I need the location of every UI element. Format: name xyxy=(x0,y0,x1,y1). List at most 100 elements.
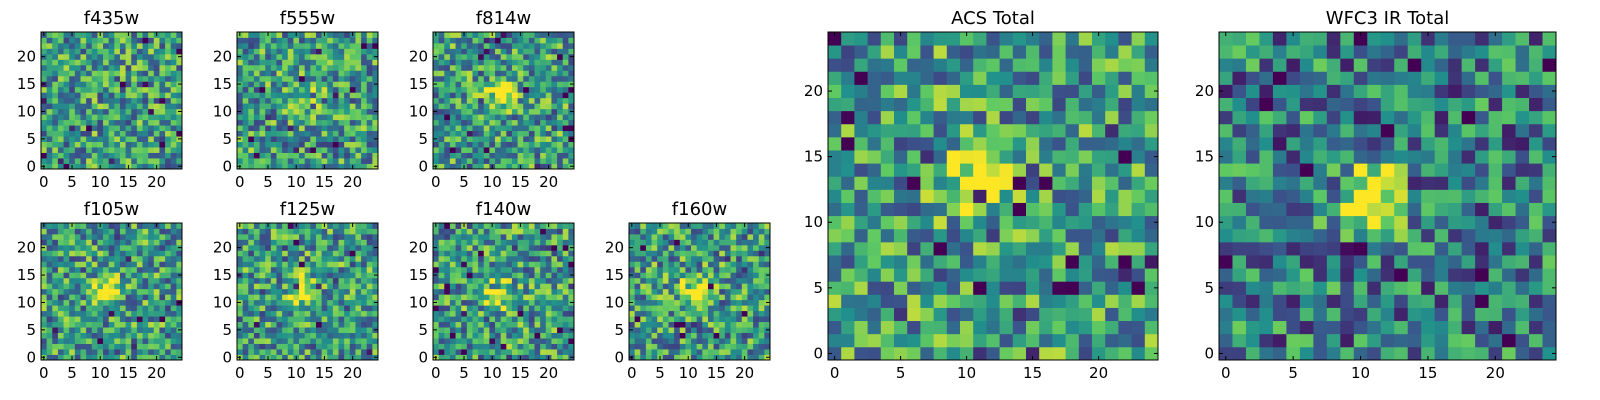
heatmap-cell xyxy=(489,81,496,88)
heatmap-cell xyxy=(153,75,160,82)
heatmap-cell xyxy=(534,244,541,251)
heatmap-cell xyxy=(657,327,664,333)
heatmap-cell xyxy=(472,255,479,262)
heatmap-cell xyxy=(265,125,272,132)
heatmap-cell xyxy=(270,228,277,235)
heatmap-cell xyxy=(366,266,373,273)
heatmap-cell xyxy=(1118,346,1132,361)
heatmap-cell xyxy=(136,239,143,246)
heatmap-cell xyxy=(159,81,166,88)
heatmap-cell xyxy=(361,152,368,159)
heatmap-cell xyxy=(1092,241,1106,256)
heatmap-cell xyxy=(136,130,143,137)
heatmap-cell xyxy=(315,239,322,246)
heatmap-cell xyxy=(894,281,908,295)
heatmap-cell xyxy=(640,332,647,339)
heatmap-cell xyxy=(170,288,177,295)
heatmap-cell xyxy=(634,338,641,344)
heatmap-cell xyxy=(528,332,535,339)
heatmap-cell xyxy=(523,233,530,240)
heatmap-cell xyxy=(293,299,300,306)
heatmap-cell xyxy=(282,266,289,273)
heatmap-cell xyxy=(142,97,149,104)
heatmap-cell xyxy=(103,327,110,333)
heatmap-cell xyxy=(57,53,64,60)
heatmap-cell xyxy=(159,130,166,137)
heatmap-cell xyxy=(299,316,306,323)
heatmap-cell xyxy=(691,233,698,240)
heatmap-cell xyxy=(557,299,564,306)
heatmap-cell xyxy=(946,320,961,335)
heatmap-cell xyxy=(91,277,98,284)
heatmap-cell xyxy=(248,37,255,44)
heatmap-cell xyxy=(69,272,76,279)
heatmap-cell xyxy=(344,338,351,344)
heatmap-cell xyxy=(557,327,564,333)
heatmap-cell xyxy=(103,64,110,71)
heatmap-cell xyxy=(685,305,692,312)
heatmap-cell xyxy=(444,305,451,312)
heatmap-cell xyxy=(259,354,266,361)
heatmap-cell xyxy=(478,75,485,82)
heatmap-cell xyxy=(304,310,311,317)
heatmap-cell xyxy=(108,233,115,240)
heatmap-cell xyxy=(668,228,675,235)
heatmap-cell xyxy=(338,92,345,99)
heatmap-cell xyxy=(142,349,149,355)
heatmap-cell xyxy=(736,283,743,290)
heatmap-cell xyxy=(315,283,322,290)
heatmap-cell xyxy=(63,152,70,159)
heatmap-cell xyxy=(707,266,714,273)
heatmap-cell xyxy=(242,163,249,170)
heatmap-cell xyxy=(433,125,440,132)
heatmap-cell xyxy=(338,130,345,137)
heatmap-cell xyxy=(534,327,541,333)
heatmap-cell xyxy=(237,147,244,153)
heatmap-cell xyxy=(332,163,339,170)
heatmap-cell xyxy=(562,228,569,235)
heatmap-cell xyxy=(528,354,535,361)
heatmap-cell xyxy=(483,97,490,104)
heatmap-cell xyxy=(265,59,272,66)
heatmap-cell xyxy=(679,228,686,235)
heatmap-cell xyxy=(259,239,266,246)
heatmap-cell xyxy=(702,277,709,284)
heatmap-cell xyxy=(131,152,138,159)
heatmap-cell xyxy=(523,64,530,71)
heatmap-cell xyxy=(455,70,462,77)
heatmap-cell xyxy=(679,244,686,251)
heatmap-cell xyxy=(438,114,445,121)
heatmap-cell xyxy=(148,299,155,306)
heatmap-cell xyxy=(730,255,737,262)
heatmap-cell xyxy=(276,147,283,153)
heatmap-cell xyxy=(165,244,172,251)
heatmap-cell xyxy=(867,294,882,308)
heatmap-cell xyxy=(327,48,334,55)
heatmap-cell xyxy=(91,147,98,153)
heatmap-cell xyxy=(894,268,908,282)
heatmap-cell xyxy=(713,338,720,344)
heatmap-cell xyxy=(253,152,260,159)
heatmap-cell xyxy=(634,349,641,355)
heatmap-cell xyxy=(455,343,462,350)
heatmap-cell xyxy=(315,75,322,82)
heatmap-cell xyxy=(310,327,317,333)
heatmap-cell xyxy=(517,64,524,71)
heatmap-cell xyxy=(315,130,322,137)
heatmap-cell xyxy=(730,244,737,251)
heatmap-cell xyxy=(299,92,306,99)
heatmap-cell xyxy=(1144,281,1159,295)
heatmap-cell xyxy=(310,64,317,71)
heatmap-cell xyxy=(679,255,686,262)
heatmap-cell xyxy=(282,147,289,153)
heatmap-cell xyxy=(332,152,339,159)
heatmap-cell xyxy=(80,244,87,251)
heatmap-cell xyxy=(372,125,379,132)
heatmap-cell xyxy=(361,75,368,82)
heatmap-cell xyxy=(349,349,356,355)
heatmap-cell xyxy=(753,250,760,257)
heatmap-cell xyxy=(125,92,132,99)
heatmap-cell xyxy=(1131,241,1146,256)
heatmap-cell xyxy=(52,321,59,328)
heatmap-cell xyxy=(165,147,172,153)
